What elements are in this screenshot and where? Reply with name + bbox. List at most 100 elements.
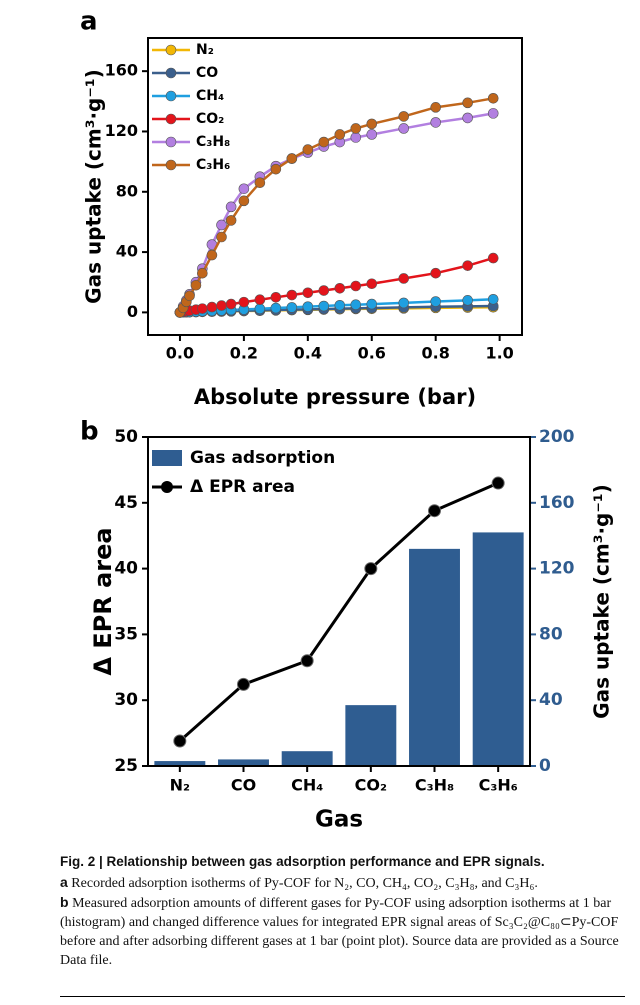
- data-point: [254, 303, 266, 315]
- data-point: [398, 297, 410, 309]
- data-point: [334, 129, 346, 140]
- data-point: [270, 302, 282, 314]
- y-tick-label: 35: [114, 624, 138, 644]
- y-tick-label: 80: [116, 181, 138, 200]
- y-axis-label: Gas uptake (cm³·g⁻¹): [82, 69, 106, 304]
- x-tick-label: C₃H₈: [415, 776, 454, 795]
- data-point: [350, 280, 362, 292]
- data-point: [270, 163, 282, 175]
- data-point: [487, 293, 499, 305]
- data-point: [197, 267, 208, 279]
- data-point: [462, 295, 473, 306]
- y-tick-label: 25: [114, 756, 138, 776]
- data-point: [225, 201, 237, 213]
- data-point: [206, 301, 218, 313]
- data-point: [184, 290, 195, 302]
- x-tick-label: CH₄: [291, 776, 323, 795]
- data-point: [286, 302, 298, 313]
- bar: [345, 705, 397, 766]
- data-point: [364, 562, 378, 576]
- caption-title: Fig. 2 | Relationship between gas adsorp…: [60, 854, 545, 869]
- legend-label: CO: [196, 65, 218, 81]
- data-point: [487, 252, 499, 264]
- data-point: [398, 111, 410, 122]
- data-point: [350, 132, 362, 143]
- legend-marker: [165, 159, 177, 171]
- caption: Fig. 2 | Relationship between gas adsorp…: [60, 852, 625, 970]
- caption-text: Recorded adsorption isotherms of Py-COF …: [71, 876, 538, 891]
- data-point: [350, 123, 362, 134]
- data-point: [197, 303, 208, 314]
- caption-item: a Recorded adsorption isotherms of Py-CO…: [60, 873, 625, 893]
- bar: [281, 751, 333, 766]
- data-point: [366, 118, 378, 130]
- legend-marker: [161, 481, 173, 493]
- data-point: [334, 282, 346, 294]
- legend-label: CH₄: [196, 88, 224, 104]
- bar: [154, 761, 206, 766]
- y-tick-label: 160: [105, 61, 138, 80]
- figure: a Absolute pressure (bar) Gas uptake (cm³·…: [80, 7, 614, 833]
- data-point: [270, 292, 282, 303]
- data-point: [238, 183, 250, 195]
- y2-tick-label: 40: [539, 690, 563, 710]
- data-point: [430, 296, 441, 307]
- data-point: [190, 279, 202, 291]
- data-point: [428, 504, 441, 518]
- bar: [409, 548, 460, 766]
- data-point: [216, 219, 227, 231]
- data-point: [216, 231, 227, 243]
- data-point: [238, 195, 250, 207]
- panel-label: b: [80, 417, 99, 447]
- data-point: [491, 476, 505, 490]
- data-point: [206, 249, 218, 261]
- x-tick-label: 0.2: [230, 344, 258, 363]
- data-point: [173, 734, 187, 748]
- series-line: [178, 481, 499, 743]
- y-tick-label: 30: [114, 690, 138, 710]
- plot-frame: [147, 436, 531, 767]
- data-point: [302, 301, 314, 312]
- data-point: [318, 285, 330, 296]
- legend-marker: [165, 44, 177, 56]
- data-point: [302, 144, 314, 155]
- legend-label: CO₂: [196, 111, 224, 127]
- x-tick-label: 0.6: [358, 344, 386, 363]
- data-point: [430, 102, 441, 113]
- y-tick-label: 40: [114, 559, 138, 579]
- data-point: [254, 177, 266, 189]
- panel-label: a: [80, 7, 98, 37]
- legend-marker: [165, 136, 177, 148]
- y-tick-label: 120: [105, 121, 138, 140]
- bar: [218, 759, 269, 766]
- y-axis-label: Δ EPR area: [89, 527, 117, 675]
- x-tick-label: 0.0: [166, 344, 194, 363]
- legend-label: C₃H₆: [196, 157, 230, 173]
- data-point: [334, 299, 346, 311]
- x-tick-label: N₂: [170, 776, 190, 795]
- legend-marker: [165, 67, 177, 79]
- rule: [60, 996, 625, 997]
- x-tick-label: 0.8: [422, 344, 450, 363]
- data-point: [462, 260, 473, 271]
- data-point: [216, 300, 227, 311]
- data-point: [366, 298, 378, 310]
- y2-tick-label: 0: [539, 756, 551, 776]
- caption-item: b Measured adsorption amounts of differe…: [60, 893, 625, 970]
- data-point: [487, 108, 499, 119]
- data-point: [350, 299, 362, 310]
- x-tick-label: CO₂: [355, 776, 387, 795]
- data-point: [398, 123, 410, 134]
- y-tick-label: 45: [114, 493, 138, 513]
- y-tick-label: 0: [127, 302, 138, 321]
- bar: [472, 532, 524, 766]
- data-point: [286, 289, 298, 301]
- y2-axis-label: Gas uptake (cm³·g⁻¹): [590, 484, 614, 719]
- legend-label: C₃H₈: [196, 134, 230, 150]
- y-tick-label: 50: [114, 427, 138, 447]
- data-point: [254, 294, 266, 306]
- x-axis-label: Gas: [315, 807, 363, 833]
- data-point: [286, 153, 298, 164]
- legend-label: Δ EPR area: [190, 477, 295, 497]
